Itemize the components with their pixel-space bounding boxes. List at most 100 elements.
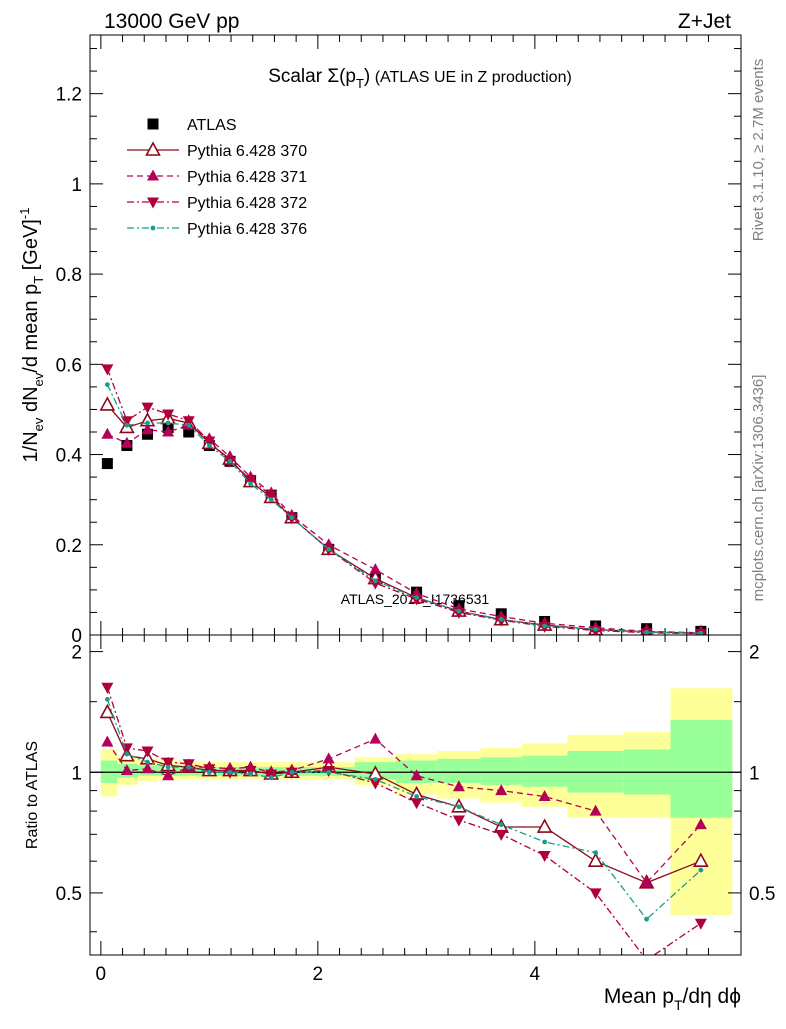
legend-label: ATLAS <box>187 117 237 134</box>
ratio-point <box>104 696 110 702</box>
x-tick-label: 4 <box>530 964 541 985</box>
ratio-point <box>542 839 548 845</box>
data-point <box>183 426 195 438</box>
data-point <box>414 595 419 600</box>
data-point <box>498 616 504 622</box>
ratio-point <box>452 780 465 792</box>
ratio-series-pythia-6-428-372 <box>101 682 707 967</box>
ratio-point <box>587 852 604 867</box>
data-point <box>120 436 133 448</box>
ratio-point <box>452 815 465 827</box>
ratio-y-tick-label: 1 <box>71 763 82 784</box>
ratio-point <box>162 757 175 769</box>
ratio-point <box>124 751 130 757</box>
x-tick-label: 0 <box>96 964 107 985</box>
legend-label: Pythia 6.428 376 <box>187 221 307 238</box>
main-series-pythia-6-428-376 <box>104 382 704 635</box>
ratio-point <box>538 850 551 862</box>
legend-entry: Pythia 6.428 376 <box>127 221 307 238</box>
ratio-point <box>101 735 114 747</box>
data-point <box>456 608 462 614</box>
ratio-point <box>206 769 212 775</box>
data-point <box>244 474 257 486</box>
ratio-point <box>227 769 233 775</box>
main-y-tick-label: 0.8 <box>56 265 82 286</box>
series-line <box>106 687 702 955</box>
uncertainty-band-green <box>480 757 522 785</box>
uncertainty-band-green <box>670 720 733 818</box>
ratio-point <box>141 762 154 774</box>
ratio-point <box>410 798 423 810</box>
data-point <box>142 428 154 440</box>
legend-label: Pythia 6.428 372 <box>187 195 307 212</box>
data-point <box>593 626 599 632</box>
legend-entry: ATLAS <box>147 117 237 134</box>
data-point <box>124 422 130 428</box>
ratio-point <box>694 818 707 830</box>
ratio-point <box>369 778 382 790</box>
legend-marker <box>147 118 159 130</box>
ratio-point <box>248 771 253 777</box>
ratio-y-tick-label-right: 2 <box>749 643 760 664</box>
data-point <box>101 458 113 470</box>
x-axis-label: Mean pT/dη dϕ <box>604 985 741 1013</box>
legend-entry: Pythia 6.428 372 <box>127 195 307 212</box>
ratio-point <box>538 789 551 801</box>
ratio-point <box>495 784 508 796</box>
ratio-point <box>589 888 602 900</box>
ratio-point <box>120 764 133 776</box>
data-point <box>162 425 175 437</box>
data-point <box>101 427 114 439</box>
uncertainty-band-green <box>437 758 481 784</box>
legend-label: Pythia 6.428 371 <box>187 169 307 186</box>
uncertainty-band-green <box>521 755 568 787</box>
main-y-tick-label: 1.2 <box>56 85 82 106</box>
ratio-point <box>414 794 419 799</box>
data-point <box>227 458 233 464</box>
ratio-point <box>99 703 116 719</box>
ratio-point <box>203 764 216 776</box>
data-point <box>141 423 154 435</box>
data-point <box>206 443 212 448</box>
ratio-point <box>141 746 154 758</box>
ratio-point <box>589 804 602 816</box>
legend-marker <box>147 197 159 209</box>
ratio-point <box>326 769 332 775</box>
ratio-point <box>593 850 599 856</box>
data-point <box>162 409 175 421</box>
legend-marker <box>150 225 156 231</box>
data-point <box>248 481 253 487</box>
data-point <box>186 422 192 428</box>
data-point <box>369 563 382 575</box>
ratio-point <box>456 804 462 810</box>
ratio-series-pythia-6-428-376 <box>104 696 704 922</box>
ratio-point <box>145 759 150 765</box>
ratio-point <box>101 682 114 694</box>
main-y-tick-label: 0 <box>71 626 82 647</box>
legend-entry: Pythia 6.428 370 <box>127 141 307 160</box>
data-point <box>326 546 332 552</box>
data-point <box>99 396 116 411</box>
legend-marker <box>145 141 161 156</box>
ratio-point <box>268 775 274 780</box>
ratio-point <box>693 852 709 867</box>
process-label: Z+Jet <box>678 10 731 33</box>
data-point <box>182 416 195 428</box>
ratio-y-tick-label: 2 <box>71 643 82 664</box>
mcplots-label: mcplots.cern.ch [arXiv:1306.3436] <box>750 375 767 602</box>
ratio-y-tick-label: 0.5 <box>56 884 82 905</box>
data-point <box>698 630 704 635</box>
data-point <box>644 629 650 635</box>
data-point <box>145 420 150 426</box>
data-point <box>265 490 278 502</box>
data-point <box>268 497 274 503</box>
ratio-point <box>644 916 650 922</box>
ratio-point <box>265 769 278 781</box>
legend-label: Pythia 6.428 370 <box>187 143 307 160</box>
data-point <box>141 402 154 414</box>
legend-marker <box>147 169 159 181</box>
data-point <box>104 382 110 388</box>
ratio-point <box>641 956 653 967</box>
plot-title: Scalar Σ(pT) (ATLAS UE in Z production) <box>268 66 572 91</box>
